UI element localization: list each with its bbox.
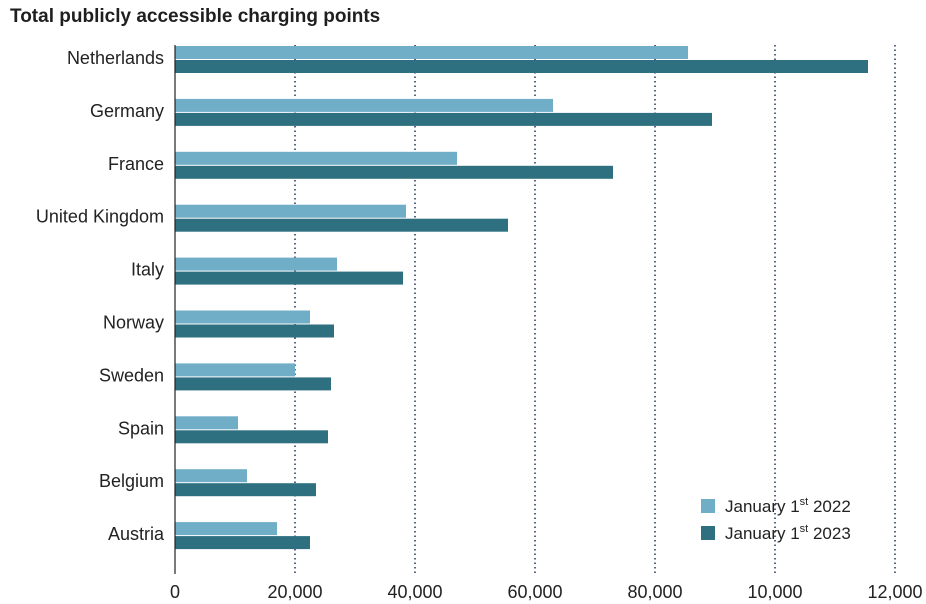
bar-2022 (175, 46, 688, 59)
x-tick-label: 40,000 (387, 582, 442, 602)
bar-2023 (175, 377, 331, 391)
category-label: France (108, 154, 164, 174)
axis: Netherlands Germany France United Kingdom It… (36, 45, 923, 602)
category-label: Austria (108, 524, 165, 544)
category-label: Spain (118, 418, 164, 438)
x-tick-label: 0 (170, 582, 180, 602)
category-label: Norway (103, 313, 164, 333)
x-tick-label: 60,000 (507, 582, 562, 602)
legend-label: January 1st 2022 (725, 496, 851, 516)
bar-2023 (175, 430, 328, 444)
bar-2022 (175, 204, 406, 218)
category-label: United Kingdom (36, 207, 164, 227)
bar-2022 (175, 469, 247, 483)
x-tick-label: 80,000 (627, 582, 682, 602)
legend: January 1st 2022 January 1st 2023 (701, 496, 851, 543)
bar-2022 (175, 98, 553, 112)
category-label: Germany (90, 101, 164, 121)
category-label: Belgium (99, 471, 164, 491)
bar-2022 (175, 363, 295, 377)
bar-2023 (175, 271, 403, 285)
bar-2022 (175, 310, 310, 324)
bar-2023 (175, 483, 316, 497)
x-tick-label: 20,000 (267, 582, 322, 602)
category-label: Netherlands (67, 48, 164, 68)
category-label: Italy (131, 260, 164, 280)
bar-2022 (175, 416, 238, 430)
bar-2023 (175, 112, 712, 126)
legend-label: January 1st 2023 (725, 523, 851, 543)
legend-swatch (701, 526, 715, 540)
bar-2022 (175, 151, 457, 165)
bar-2022 (175, 522, 277, 536)
bar-2023 (175, 324, 334, 338)
bars (175, 46, 868, 550)
x-tick-label: 10,000 (747, 582, 802, 602)
bar-2023 (175, 218, 508, 232)
chart-title: Total publicly accessible charging point… (10, 6, 381, 27)
legend-swatch (701, 499, 715, 513)
bar-2023 (175, 60, 868, 73)
category-label: Sweden (99, 365, 164, 385)
bar-2023 (175, 165, 613, 179)
bar-2023 (175, 536, 310, 550)
bar-2022 (175, 257, 337, 271)
x-tick-label: 12,000 (867, 582, 922, 602)
